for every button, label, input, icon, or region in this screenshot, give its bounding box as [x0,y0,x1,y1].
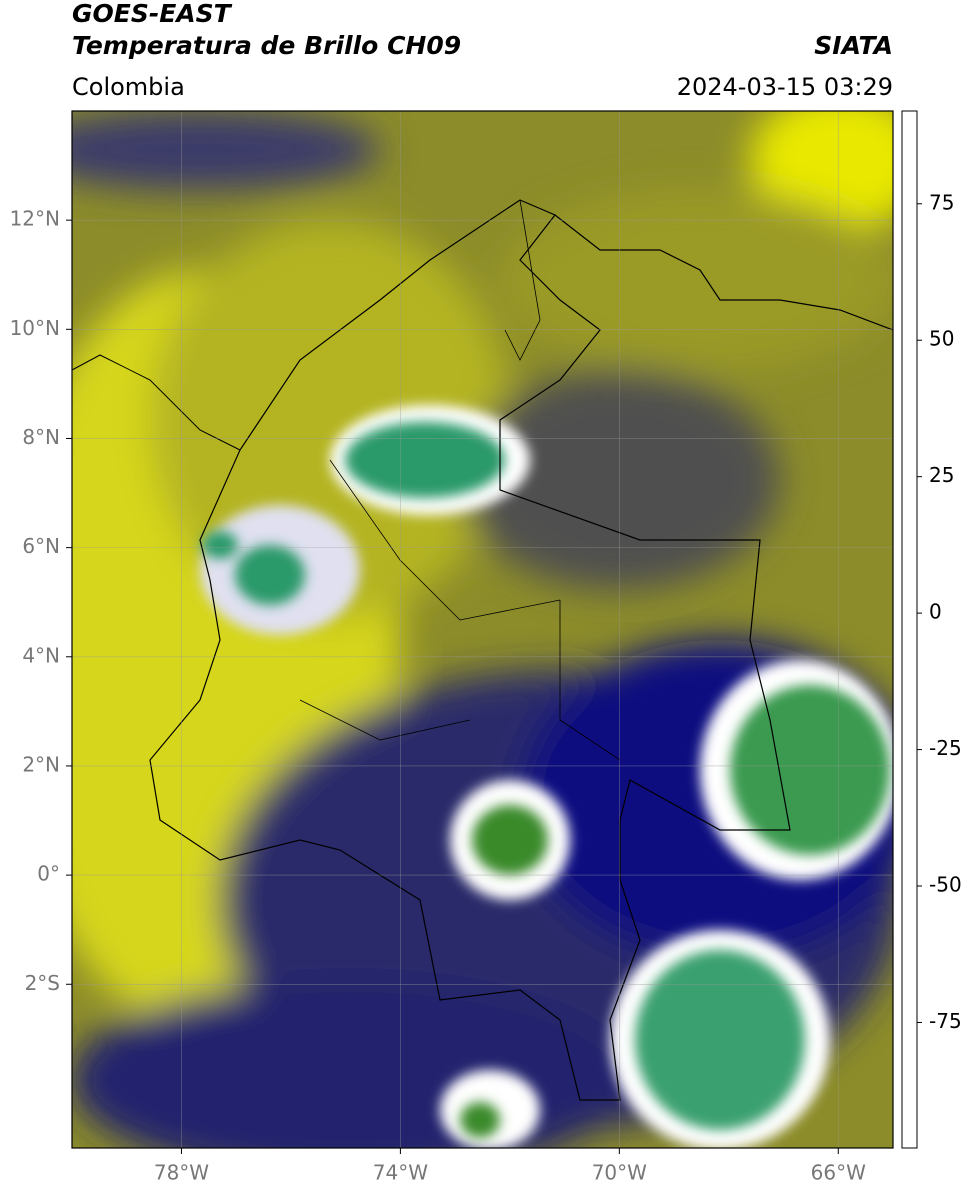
x-tick-label: 70°W [592,1161,647,1185]
y-tick-label: 0° [37,862,60,886]
colorbar-tick-label: 50 [929,327,954,351]
colorbar-tick-label: -25 [929,736,962,760]
source: SIATA [814,31,893,60]
timestamp: 2024-03-15 03:29 [677,73,893,101]
satellite-image [72,111,893,1148]
colorbar-tick-label: 75 [929,190,954,214]
y-tick-label: 12°N [10,207,60,231]
y-tick-label: 8°N [22,425,60,449]
y-tick-label: 10°N [10,316,60,340]
y-tick-label: 2°N [22,752,60,776]
map-frame [71,110,894,1149]
grid [72,111,893,1148]
colorbar-tick-label: -50 [929,873,962,897]
region: Colombia [72,73,185,101]
y-tick-label: 4°N [22,643,60,667]
x-tick-label: 78°W [154,1161,209,1185]
title: Temperatura de Brillo CH09 [72,31,461,60]
title: GOES-EAST [72,0,233,28]
y-tick-label: 2°S [25,971,60,995]
colorbar-tick-label: 0 [929,600,942,624]
y-tick-label: 6°N [22,534,60,558]
colorbar-tick-label: 25 [929,463,954,487]
x-tick-label: 66°W [811,1161,866,1185]
colorbar-tick-label: -75 [929,1009,962,1033]
colorbar [901,110,918,1149]
x-tick-label: 74°W [373,1161,428,1185]
